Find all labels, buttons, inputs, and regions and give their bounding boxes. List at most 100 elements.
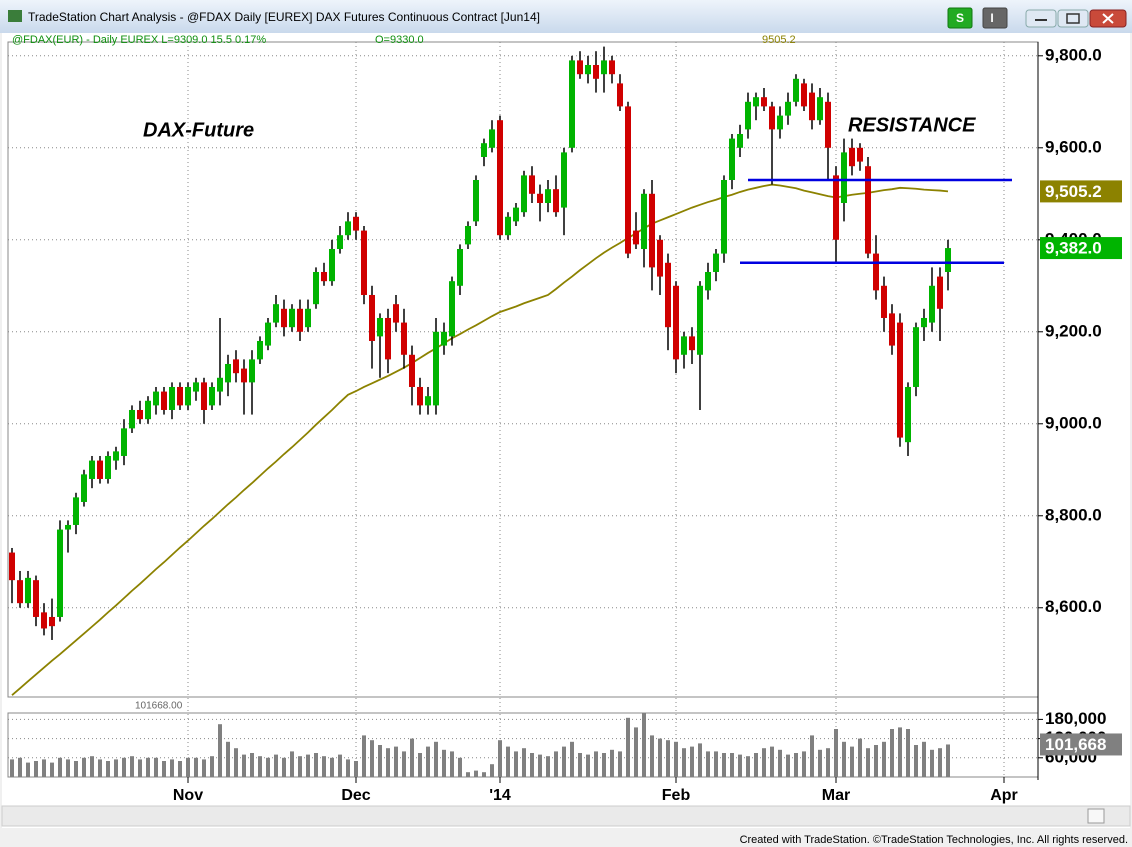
minimize-button[interactable] bbox=[1025, 9, 1057, 28]
volume-bar bbox=[666, 740, 670, 777]
volume-bar bbox=[282, 757, 286, 777]
volume-bar bbox=[114, 759, 118, 777]
volume-bar bbox=[698, 743, 702, 777]
candle-body bbox=[417, 386, 423, 406]
volume-bar bbox=[42, 759, 46, 777]
volume-bar bbox=[866, 748, 870, 777]
volume-bar bbox=[426, 746, 430, 777]
s-button-label[interactable]: S bbox=[956, 11, 964, 25]
candle-body bbox=[561, 152, 567, 208]
candle-body bbox=[593, 64, 599, 79]
volume-bar bbox=[34, 761, 38, 777]
candle-body bbox=[297, 308, 303, 332]
volume-bar bbox=[178, 761, 182, 777]
volume-bar bbox=[130, 756, 134, 777]
price-badge bbox=[1040, 180, 1122, 203]
i-button-label[interactable]: I bbox=[990, 11, 993, 25]
candle-body bbox=[809, 92, 815, 121]
candle-body bbox=[769, 106, 775, 130]
candle-body bbox=[409, 354, 415, 387]
candle-body bbox=[777, 115, 783, 130]
close-icon bbox=[1102, 13, 1114, 24]
candle-body bbox=[337, 235, 343, 249]
volume-bar bbox=[90, 756, 94, 777]
candle-body bbox=[473, 179, 479, 222]
volume-bar bbox=[122, 757, 126, 777]
x-tick-label: Dec bbox=[341, 787, 370, 804]
scroll-thumb[interactable] bbox=[1087, 808, 1105, 824]
volume-bar bbox=[354, 761, 358, 777]
volume-bar bbox=[530, 753, 534, 777]
volume-bar bbox=[82, 757, 86, 777]
candle-body bbox=[161, 391, 167, 410]
s-button[interactable] bbox=[947, 7, 973, 29]
candle-body bbox=[897, 322, 903, 438]
volume-bar bbox=[610, 749, 614, 777]
candle-body bbox=[97, 460, 103, 479]
candle-body bbox=[33, 580, 39, 617]
volume-bar bbox=[330, 757, 334, 777]
candle-body bbox=[193, 382, 199, 392]
volume-bar bbox=[578, 753, 582, 777]
candle-body bbox=[321, 271, 327, 282]
x-tick-label: '14 bbox=[489, 787, 511, 804]
candle-body bbox=[233, 359, 239, 374]
volume-bar bbox=[402, 751, 406, 777]
volume-bar bbox=[490, 764, 494, 777]
price-badge bbox=[1040, 237, 1122, 260]
volume-bar bbox=[754, 753, 758, 777]
volume-bar bbox=[762, 748, 766, 777]
volume-bar bbox=[514, 751, 518, 777]
volume-bar bbox=[98, 759, 102, 777]
restore-button[interactable] bbox=[1057, 9, 1089, 28]
candle-body bbox=[785, 101, 791, 116]
candle-body bbox=[609, 60, 615, 75]
candle-body bbox=[169, 386, 175, 410]
candle-body bbox=[105, 455, 111, 479]
volume-bar bbox=[850, 746, 854, 777]
i-button[interactable] bbox=[982, 7, 1008, 29]
volume-bar bbox=[458, 757, 462, 777]
volume-bar bbox=[386, 748, 390, 777]
volume-bar bbox=[626, 717, 630, 777]
candle-body bbox=[281, 308, 287, 328]
candle-body bbox=[9, 552, 15, 581]
volume-bar bbox=[946, 744, 950, 777]
volume-bar bbox=[658, 738, 662, 777]
candle-body bbox=[601, 60, 607, 75]
volume-bar bbox=[634, 727, 638, 777]
volume-bar bbox=[170, 759, 174, 777]
volume-bar bbox=[338, 754, 342, 777]
candle-body bbox=[689, 336, 695, 351]
volume-bar bbox=[642, 713, 646, 777]
volume-bar bbox=[778, 749, 782, 777]
volume-bar bbox=[378, 745, 382, 777]
volume-bar bbox=[882, 741, 886, 777]
candle-body bbox=[345, 221, 351, 236]
y-tick-label: 8,800.0 bbox=[1045, 505, 1102, 524]
volume-bar bbox=[914, 745, 918, 777]
candle-body bbox=[881, 285, 887, 318]
y-tick-label: 9,800.0 bbox=[1045, 45, 1102, 64]
scrollbar[interactable] bbox=[1, 805, 1131, 827]
candle-body bbox=[265, 322, 271, 346]
candle-body bbox=[497, 120, 503, 236]
candle-body bbox=[177, 386, 183, 406]
volume-bar bbox=[186, 757, 190, 777]
volume-bar bbox=[570, 741, 574, 777]
candle-body bbox=[41, 612, 47, 629]
candle-body bbox=[873, 253, 879, 291]
candle-body bbox=[505, 216, 511, 236]
candle-body bbox=[649, 193, 655, 268]
candle-body bbox=[761, 97, 767, 107]
y-tick-label: 8,600.0 bbox=[1045, 597, 1102, 616]
candle-body bbox=[369, 294, 375, 341]
volume-bar bbox=[826, 748, 830, 777]
volume-bar bbox=[722, 753, 726, 777]
volume-bar bbox=[554, 751, 558, 777]
volume-bar bbox=[66, 759, 70, 777]
volume-bar bbox=[138, 759, 142, 777]
candle-body bbox=[49, 616, 55, 627]
candle-body bbox=[713, 253, 719, 272]
